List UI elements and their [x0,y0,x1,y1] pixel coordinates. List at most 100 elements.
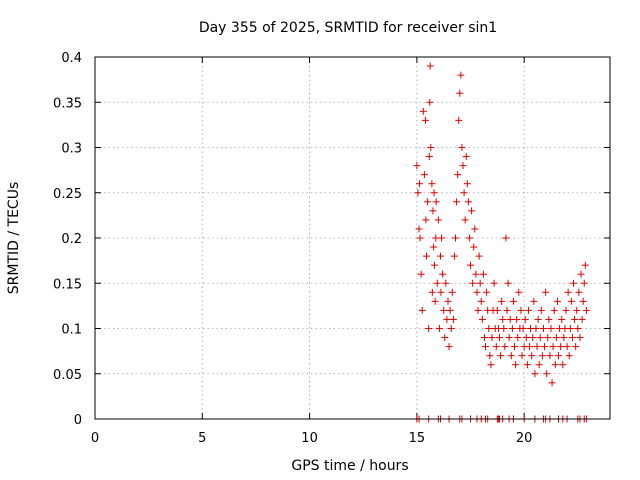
data-point [459,162,467,170]
data-point [442,279,450,287]
data-point [563,343,571,351]
data-point [521,315,529,323]
data-point [413,162,421,170]
plot-frame [94,56,611,420]
data-point [469,279,477,287]
data-point [557,343,565,351]
data-point [467,261,475,269]
data-point [559,361,567,369]
data-point [543,370,551,378]
data-point [455,116,463,124]
data-point [503,306,511,314]
data-point [440,306,448,314]
data-point [512,361,520,369]
data-point [560,334,568,342]
data-point [499,315,507,323]
data-point [509,297,517,305]
data-point [475,252,483,260]
data-point [462,153,470,161]
data-point [447,325,455,332]
data-point [523,361,531,369]
chart-title: Day 355 of 2025, SRMTID for receiver sin… [199,20,497,36]
data-point [546,352,554,360]
data-point [486,352,494,360]
data-point [552,334,560,342]
data-point [542,288,550,296]
data-point [548,379,556,387]
data-point [511,343,519,351]
x-tick-label: 0 [91,431,99,446]
data-point [418,306,426,314]
data-point [429,207,437,215]
data-point [517,306,525,314]
data-point [428,180,436,188]
data-point [492,343,500,351]
data-point [570,279,578,287]
y-tick-label: 0.3 [61,142,82,157]
data-point [482,343,490,351]
data-point [464,198,472,206]
data-point [513,315,521,323]
data-point [417,270,425,278]
data-point [528,352,536,360]
y-tick-label: 0.15 [53,277,82,292]
data-point [468,207,476,215]
data-point [553,297,561,305]
data-point [461,216,469,224]
y-tick-label: 0 [74,413,82,428]
data-point [425,153,433,161]
data-point [419,107,427,115]
data-point [550,306,558,314]
data-point [471,225,479,233]
data-point [430,261,438,269]
data-point [441,334,449,342]
data-point [505,334,513,342]
data-point [433,279,441,287]
data-point [576,334,584,342]
data-point [416,234,424,242]
data-point [506,315,514,323]
data-point [438,234,446,242]
data-point [425,325,433,332]
data-point [487,361,495,369]
data-point [498,297,506,305]
y-tick-label: 0.1 [61,323,82,338]
data-point [430,189,438,197]
data-point [575,288,583,296]
data-point [465,234,473,242]
data-point [567,297,575,305]
y-tick-label: 0.4 [61,51,82,66]
data-point [420,171,428,179]
data-points [413,62,590,423]
data-point [544,334,552,342]
data-point [485,325,493,332]
data-point [456,89,464,97]
data-point [495,334,503,342]
data-point [578,315,586,323]
data-point [501,343,509,351]
data-point [565,352,573,360]
data-point [449,315,457,323]
data-point [479,270,487,278]
data-point [444,297,452,305]
data-point [522,334,530,342]
data-point [507,352,515,360]
data-point [480,334,488,342]
data-point [577,270,585,278]
x-tick-label: 20 [516,431,533,446]
data-point [457,71,465,79]
data-point [538,352,546,360]
data-point [458,144,466,151]
data-point [490,279,498,287]
data-point [431,297,439,305]
data-point [530,297,538,305]
y-axis-ticks: 0 0.05 0.1 0.15 0.2 0.25 0.3 0.35 0.4 [53,51,610,428]
data-point [515,288,523,296]
data-point [430,243,438,251]
data-point [532,325,540,332]
data-point [573,306,581,314]
data-point [531,370,539,378]
data-point [493,306,501,314]
data-point [436,252,444,260]
data-point [572,343,580,351]
